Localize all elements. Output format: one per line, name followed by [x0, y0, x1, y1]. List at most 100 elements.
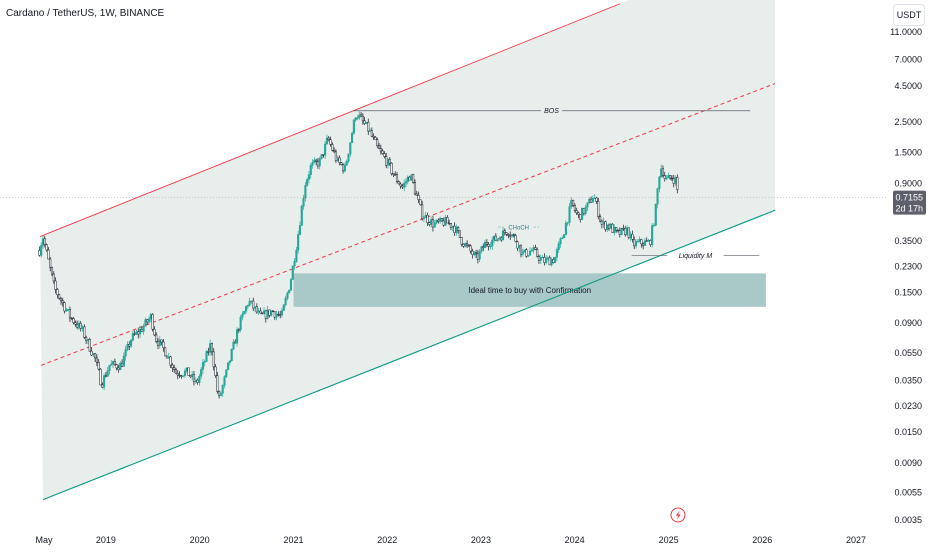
candle: [38, 246, 41, 257]
candle: [584, 204, 587, 216]
candle-body: [273, 311, 276, 318]
candle-body: [41, 238, 45, 246]
candle-body: [279, 314, 282, 316]
candle: [351, 131, 354, 144]
candle: [536, 247, 539, 258]
candle-body: [588, 198, 591, 203]
y-tick-label: 0.1500: [894, 287, 922, 297]
candle-body: [110, 363, 113, 366]
y-tick-label: 0.0150: [894, 427, 922, 437]
candle-body: [302, 197, 305, 207]
candle-body: [530, 250, 533, 252]
candle: [155, 332, 158, 344]
candle-body: [625, 227, 629, 236]
candle: [494, 233, 497, 242]
candle-body: [144, 319, 147, 327]
candle-body: [334, 151, 337, 161]
candle-body: [234, 341, 237, 344]
candle: [230, 348, 233, 362]
candle-body: [566, 222, 569, 224]
candle: [627, 227, 630, 240]
y-tick-label: 2.5000: [894, 117, 922, 127]
candle: [126, 341, 129, 352]
candle-body: [167, 356, 170, 359]
candle-body: [169, 356, 172, 366]
candle-body: [440, 218, 443, 222]
candle-body: [622, 227, 625, 230]
candle-body: [108, 365, 111, 371]
candle: [412, 173, 415, 184]
candle: [248, 297, 251, 307]
candle-body: [457, 227, 460, 231]
candle-body: [545, 258, 548, 263]
candle: [54, 277, 57, 294]
candle-body: [419, 199, 422, 206]
candle-body: [137, 331, 140, 335]
candle-body: [365, 121, 368, 124]
candle-body: [241, 313, 244, 318]
candle-body: [198, 375, 201, 383]
candle: [288, 289, 291, 294]
candle-body: [94, 353, 97, 359]
candle: [245, 305, 248, 314]
candle: [147, 316, 151, 325]
candle-body: [577, 212, 580, 215]
candle: [201, 358, 204, 374]
candle-body: [320, 154, 323, 159]
candle: [58, 294, 61, 300]
candle: [457, 226, 460, 234]
candle: [566, 222, 569, 227]
candle-body: [548, 257, 551, 266]
candle: [426, 212, 429, 226]
candle-body: [430, 219, 433, 225]
candle-body: [243, 310, 246, 315]
flash-icon[interactable]: [670, 507, 686, 523]
bos-label: BOS: [544, 108, 559, 115]
candle-body: [164, 347, 167, 357]
candle: [291, 265, 294, 280]
candle: [50, 266, 54, 277]
liquidity-m-label: Liquidity M: [679, 253, 713, 260]
channel-lower-line: [42, 209, 776, 501]
candle-body: [669, 175, 672, 179]
candle-body: [602, 221, 605, 225]
candle: [243, 310, 246, 315]
currency-button[interactable]: USDT: [893, 4, 925, 26]
candle: [103, 373, 106, 391]
candle-body: [360, 114, 363, 117]
candle: [99, 368, 102, 386]
candle: [595, 196, 598, 205]
candle-body: [606, 224, 609, 230]
candle-body: [151, 314, 154, 330]
candle-body: [492, 235, 496, 241]
candle-body: [575, 210, 578, 214]
candle-body: [546, 257, 549, 259]
candle: [282, 304, 285, 311]
candle-body: [90, 350, 93, 356]
candle-body: [201, 362, 204, 370]
candle-body: [315, 159, 318, 162]
candle: [302, 194, 305, 210]
candle: [654, 203, 657, 227]
candle-body: [462, 243, 465, 247]
candle-body: [518, 244, 521, 249]
candle-body: [541, 256, 544, 259]
candle-body: [512, 234, 515, 236]
candle-body: [426, 214, 429, 223]
candle-body: [324, 143, 327, 156]
candle-body: [451, 225, 454, 228]
candle-body: [112, 361, 115, 365]
candle: [216, 372, 219, 394]
candle: [521, 248, 524, 257]
candle: [183, 368, 187, 378]
candle-body: [403, 182, 406, 188]
candle-body: [482, 246, 485, 249]
candle-body: [597, 201, 600, 217]
candle-body: [537, 256, 541, 261]
candle: [377, 142, 381, 149]
candle: [311, 159, 314, 169]
candle: [395, 172, 399, 184]
candle-body: [519, 244, 523, 255]
candle-body: [476, 253, 479, 260]
